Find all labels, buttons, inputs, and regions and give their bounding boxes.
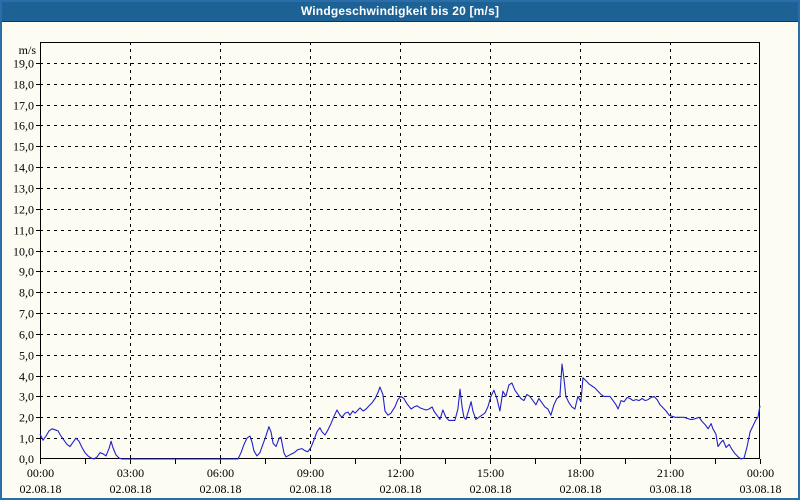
svg-text:4,0: 4,0 <box>19 370 34 384</box>
svg-text:03.08.18: 03.08.18 <box>740 482 782 496</box>
axes <box>36 42 761 464</box>
svg-text:7,0: 7,0 <box>19 307 34 321</box>
svg-text:10,0: 10,0 <box>13 245 34 259</box>
svg-text:19,0: 19,0 <box>13 57 34 71</box>
svg-text:12,0: 12,0 <box>13 203 34 217</box>
svg-text:02.08.18: 02.08.18 <box>20 482 62 496</box>
svg-text:03:00: 03:00 <box>117 466 144 480</box>
gridlines <box>40 42 760 459</box>
svg-text:02.08.18: 02.08.18 <box>290 482 332 496</box>
svg-text:18,0: 18,0 <box>13 78 34 92</box>
y-axis-unit-label: m/s <box>19 43 37 57</box>
svg-text:5,0: 5,0 <box>19 349 34 363</box>
svg-text:02.08.18: 02.08.18 <box>470 482 512 496</box>
svg-text:00:00: 00:00 <box>27 466 54 480</box>
svg-text:02.08.18: 02.08.18 <box>380 482 422 496</box>
svg-text:8,0: 8,0 <box>19 286 34 300</box>
svg-text:02.08.18: 02.08.18 <box>200 482 242 496</box>
svg-text:06:00: 06:00 <box>207 466 234 480</box>
svg-text:03.08.18: 03.08.18 <box>650 482 692 496</box>
svg-text:13,0: 13,0 <box>13 182 34 196</box>
svg-text:09:00: 09:00 <box>297 466 324 480</box>
svg-text:02.08.18: 02.08.18 <box>110 482 152 496</box>
chart-title-bar: Windgeschwindigkeit bis 20 [m/s] <box>0 0 800 22</box>
chart-title: Windgeschwindigkeit bis 20 [m/s] <box>300 3 500 18</box>
svg-text:16,0: 16,0 <box>13 119 34 133</box>
svg-text:12:00: 12:00 <box>387 466 414 480</box>
x-axis-labels: 00:00 02.08.18 03:00 02.08.18 06:00 02.08.18 0… <box>20 466 782 496</box>
svg-text:02.08.18: 02.08.18 <box>560 482 602 496</box>
svg-text:14,0: 14,0 <box>13 161 34 175</box>
svg-text:0,0: 0,0 <box>19 452 34 466</box>
svg-text:11,0: 11,0 <box>13 224 34 238</box>
svg-text:17,0: 17,0 <box>13 99 34 113</box>
y-axis-labels: 1,0 2,0 3,0 4,0 5,0 6,0 7,0 8,0 9,0 10,0 11,0 12,0 1… <box>13 43 36 466</box>
svg-text:18:00: 18:00 <box>567 466 594 480</box>
svg-text:15,0: 15,0 <box>13 140 34 154</box>
svg-text:6,0: 6,0 <box>19 328 34 342</box>
svg-text:15:00: 15:00 <box>477 466 504 480</box>
svg-text:2,0: 2,0 <box>19 411 34 425</box>
wind-speed-line <box>39 363 761 460</box>
svg-text:1,0: 1,0 <box>19 432 34 446</box>
svg-text:21:00: 21:00 <box>657 466 684 480</box>
svg-text:00:00: 00:00 <box>747 466 774 480</box>
svg-text:9,0: 9,0 <box>19 265 34 279</box>
svg-text:3,0: 3,0 <box>19 390 34 404</box>
plot-border <box>40 42 760 459</box>
